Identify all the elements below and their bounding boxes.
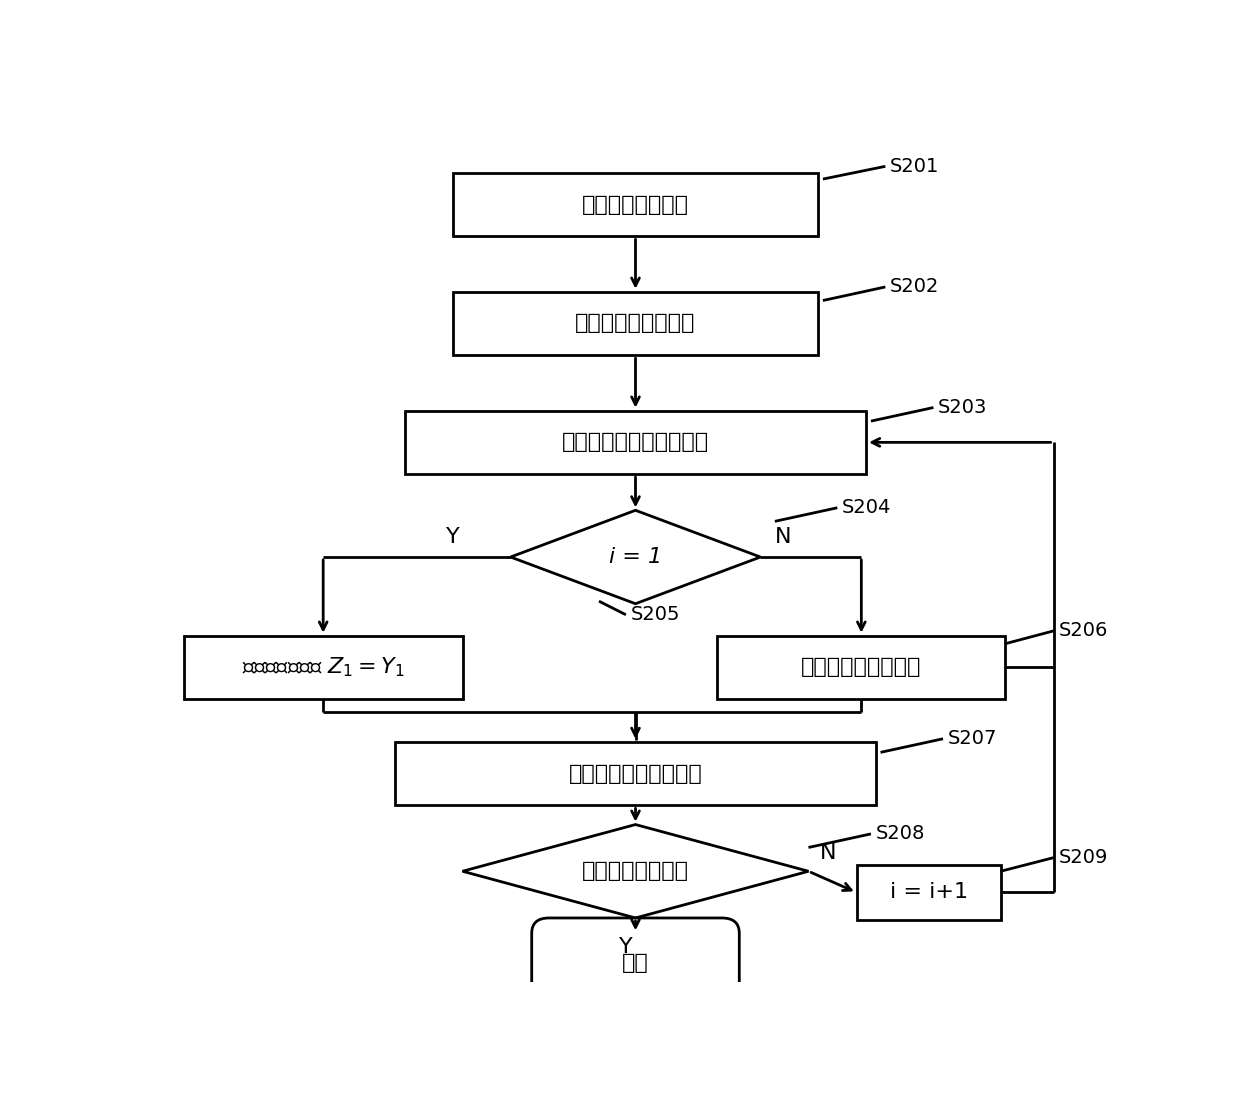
Polygon shape: [463, 825, 808, 918]
Text: 钢丝绳漏磁信号采集: 钢丝绳漏磁信号采集: [575, 313, 696, 333]
FancyBboxPatch shape: [532, 918, 739, 1008]
Bar: [717, 635, 1006, 699]
Text: S204: S204: [842, 499, 892, 517]
Text: N: N: [820, 843, 837, 863]
Text: N: N: [775, 527, 791, 547]
Text: Y: Y: [446, 527, 460, 547]
Text: 钢丝绳漏磁图像拼接: 钢丝绳漏磁图像拼接: [801, 657, 921, 677]
Text: S202: S202: [890, 278, 940, 297]
Polygon shape: [511, 511, 760, 603]
Text: 钢丝绳漏磁信号分段成像: 钢丝绳漏磁信号分段成像: [562, 432, 709, 452]
Text: i = i+1: i = i+1: [889, 882, 967, 902]
Text: S201: S201: [890, 157, 940, 175]
Text: i = 1: i = 1: [609, 547, 662, 567]
Bar: [184, 635, 463, 699]
Text: 采样信号处理完毕: 采样信号处理完毕: [582, 861, 689, 881]
Bar: [404, 410, 866, 474]
Bar: [453, 173, 818, 236]
Text: 结束: 结束: [622, 953, 649, 973]
Text: S205: S205: [631, 606, 681, 624]
Text: S206: S206: [1059, 621, 1107, 641]
Bar: [396, 741, 875, 805]
Text: 令拼接漏磁图像 $Z_1=Y_1$: 令拼接漏磁图像 $Z_1=Y_1$: [242, 655, 404, 679]
Text: S209: S209: [1059, 848, 1107, 867]
Text: S203: S203: [939, 398, 987, 417]
Text: S207: S207: [947, 729, 997, 748]
Text: Y: Y: [619, 936, 632, 956]
Bar: [453, 291, 818, 355]
Text: 磁传感器阵列设置: 磁传感器阵列设置: [582, 194, 689, 215]
Text: 拼接漏磁图像实时显示: 拼接漏磁图像实时显示: [569, 763, 702, 783]
Text: S208: S208: [875, 824, 925, 844]
Bar: [857, 865, 1001, 920]
